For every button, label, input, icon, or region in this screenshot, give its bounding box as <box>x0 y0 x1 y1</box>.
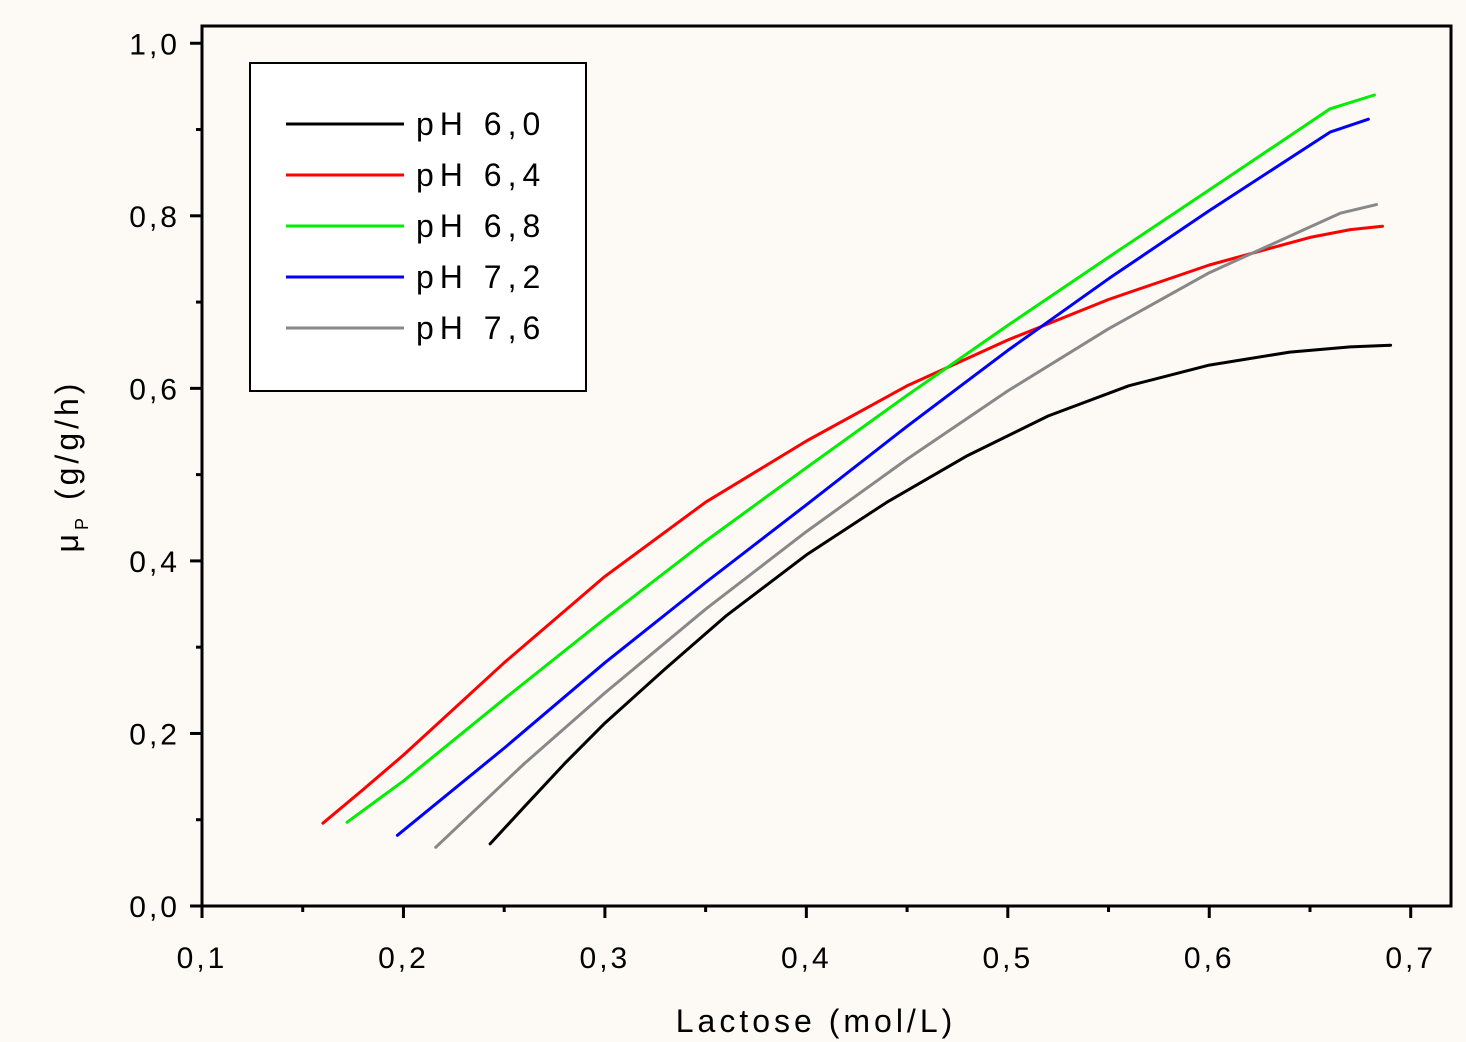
x-tick-label: 0,4 <box>781 942 832 975</box>
legend-label-1: pH 6,4 <box>416 157 546 193</box>
plot-frame <box>200 24 1453 908</box>
x-tick-label: 0,3 <box>580 942 631 975</box>
x-axis-title: Lactose (mol/L) <box>676 1003 957 1039</box>
series-line-2 <box>345 93 1376 824</box>
x-tick-label: 0,1 <box>177 942 228 975</box>
y-tick-label: 0,8 <box>129 201 180 234</box>
series-line-0 <box>488 343 1393 846</box>
legend-label-2: pH 6,8 <box>416 208 546 244</box>
y-axis-title-symbol: μ <box>49 530 85 552</box>
x-tick-label: 0,2 <box>378 942 429 975</box>
legend-label-3: pH 7,2 <box>416 259 546 295</box>
legend-label-4: pH 7,6 <box>416 310 546 346</box>
x-tick-label: 0,7 <box>1385 942 1436 975</box>
y-axis-title-unit: (g/g/h) <box>49 380 85 500</box>
x-tick-label: 0,5 <box>982 942 1033 975</box>
ticks-layer: 0,1 0,2 0,3 0,4 0,5 0,6 0,7 0,0 0,2 0,4 0,6 0,8 1,0 <box>129 28 1436 975</box>
legend: pH 6,0 pH 6,4 pH 6,8 pH 7,2 pH 7,6 <box>249 62 587 392</box>
y-tick-label: 0,4 <box>129 546 180 579</box>
y-tick-label: 1,0 <box>129 28 180 61</box>
series-layer <box>321 93 1393 849</box>
x-tick-label: 0,6 <box>1184 942 1235 975</box>
series-line-4 <box>434 203 1378 849</box>
y-axis-title: μP (g/g/h) <box>49 380 92 553</box>
y-tick-label: 0,0 <box>129 891 180 924</box>
legend-label-0: pH 6,0 <box>416 106 546 142</box>
series-line-3 <box>395 117 1370 837</box>
y-tick-label: 0,2 <box>129 718 180 751</box>
y-axis-title-subscript: P <box>72 514 92 530</box>
series-line-1 <box>321 224 1384 825</box>
y-tick-label: 0,6 <box>129 373 180 406</box>
